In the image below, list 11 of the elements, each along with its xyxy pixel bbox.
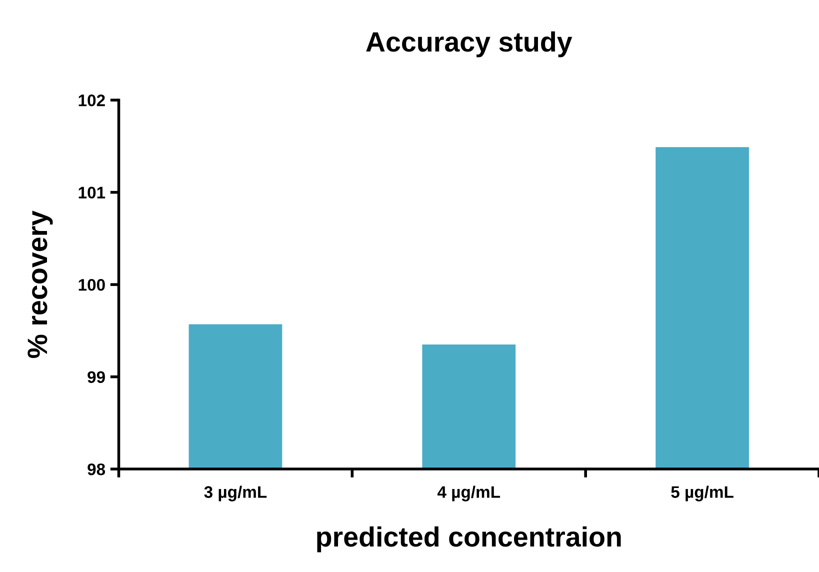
chart-title: Accuracy study [366, 31, 572, 58]
y-tick-label: 100 [78, 278, 105, 291]
x-tick-label: 4 µg/mL [437, 486, 500, 502]
x-tick-label: 3 µg/mL [204, 486, 267, 502]
y-tick-label: 98 [88, 463, 106, 476]
x-axis-title: predicted concentraion [317, 526, 621, 552]
y-tick-label: 102 [78, 94, 105, 106]
y-tick-label: 99 [88, 371, 105, 384]
y-axis-title: % recovery [28, 210, 53, 358]
x-tick-label: 5 µg/mL [671, 486, 734, 502]
y-tick-label: 101 [78, 186, 106, 199]
